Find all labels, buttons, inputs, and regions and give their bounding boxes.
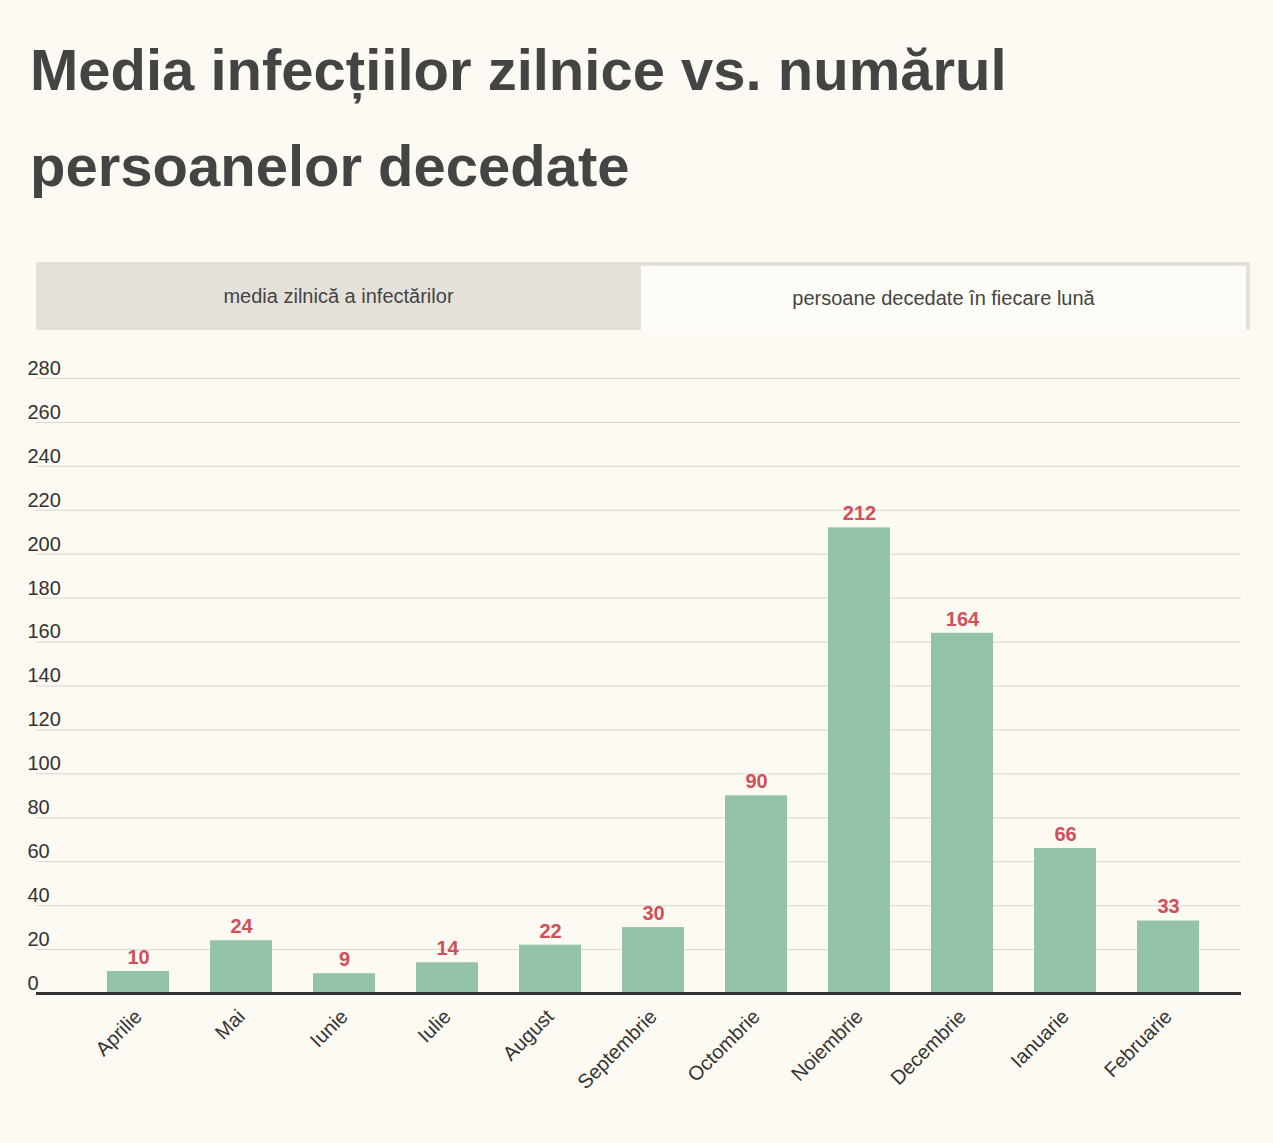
- svg-text:30: 30: [642, 902, 664, 924]
- svg-text:Ianuarie: Ianuarie: [1006, 1005, 1073, 1072]
- svg-text:Mai: Mai: [211, 1005, 249, 1043]
- html-text:Media infecțiilor zilnice vs.: Media infecțiilor zilnice vs. numărul pe…: [30, 37, 1007, 198]
- svg-text:Decembrie: Decembrie: [886, 1005, 970, 1089]
- svg-text:240: 240: [28, 445, 61, 467]
- svg-text:212: 212: [843, 502, 876, 524]
- svg-text:Septembrie: Septembrie: [573, 1005, 661, 1093]
- svg-text:120: 120: [28, 708, 61, 730]
- svg-text:0: 0: [28, 972, 39, 994]
- svg-text:200: 200: [28, 533, 61, 555]
- html-text:media zilnică a infectărilor: media zilnică a infectărilor: [223, 284, 454, 307]
- svg-text:10: 10: [127, 946, 149, 968]
- svg-text:Iulie: Iulie: [413, 1005, 455, 1047]
- svg-text:33: 33: [1157, 895, 1179, 917]
- svg-text:14: 14: [436, 937, 459, 959]
- svg-text:140: 140: [28, 664, 61, 686]
- svg-text:90: 90: [745, 770, 767, 792]
- svg-text:Februarie: Februarie: [1100, 1005, 1176, 1081]
- html-text:persoane decedate în fiecare l: persoane decedate în fiecare lună: [792, 286, 1095, 309]
- svg-text:20: 20: [28, 928, 50, 950]
- svg-text:164: 164: [946, 608, 980, 630]
- svg-text:August: August: [498, 1005, 558, 1065]
- svg-text:180: 180: [28, 577, 61, 599]
- svg-text:Octombrie: Octombrie: [683, 1005, 764, 1086]
- svg-text:40: 40: [28, 884, 50, 906]
- svg-text:9: 9: [339, 948, 350, 970]
- svg-text:280: 280: [28, 357, 61, 379]
- svg-text:60: 60: [28, 840, 50, 862]
- svg-text:100: 100: [28, 752, 61, 774]
- svg-text:22: 22: [539, 920, 561, 942]
- svg-text:160: 160: [28, 620, 61, 642]
- svg-text:24: 24: [230, 915, 253, 937]
- svg-text:260: 260: [28, 401, 61, 423]
- svg-text:Aprilie: Aprilie: [91, 1005, 146, 1060]
- svg-text:80: 80: [28, 796, 50, 818]
- svg-text:Noiembrie: Noiembrie: [787, 1005, 867, 1085]
- svg-text:66: 66: [1054, 823, 1076, 845]
- svg-text:Iunie: Iunie: [306, 1005, 352, 1051]
- svg-text:220: 220: [28, 489, 61, 511]
